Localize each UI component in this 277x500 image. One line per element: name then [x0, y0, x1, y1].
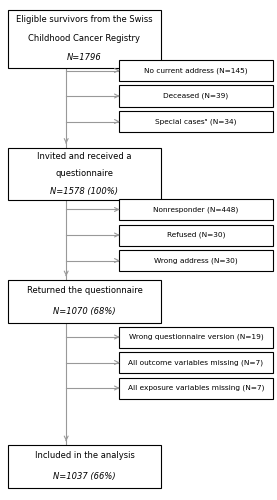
FancyBboxPatch shape [119, 60, 273, 81]
FancyBboxPatch shape [119, 326, 273, 347]
Text: Eligible survivors from the Swiss: Eligible survivors from the Swiss [16, 15, 153, 24]
Text: N=1037 (66%): N=1037 (66%) [53, 472, 116, 482]
Text: Wrong questionnaire version (N=19): Wrong questionnaire version (N=19) [129, 334, 263, 340]
Text: N=1070 (68%): N=1070 (68%) [53, 308, 116, 316]
Text: Nonresponder (N=448): Nonresponder (N=448) [153, 206, 239, 212]
Text: All outcome variables missing (N=7): All outcome variables missing (N=7) [129, 359, 263, 366]
Text: N=1796: N=1796 [67, 54, 102, 62]
FancyBboxPatch shape [8, 10, 161, 68]
Text: Refused (N=30): Refused (N=30) [167, 232, 225, 238]
Text: Special casesᵃ (N=34): Special casesᵃ (N=34) [155, 118, 237, 124]
FancyBboxPatch shape [8, 148, 161, 200]
FancyBboxPatch shape [119, 378, 273, 398]
Text: Invited and received a: Invited and received a [37, 152, 132, 161]
FancyBboxPatch shape [119, 111, 273, 132]
Text: Deceased (N=39): Deceased (N=39) [163, 93, 229, 99]
Text: Childhood Cancer Registry: Childhood Cancer Registry [29, 34, 140, 43]
FancyBboxPatch shape [8, 280, 161, 322]
Text: Wrong address (N=30): Wrong address (N=30) [154, 257, 238, 264]
FancyBboxPatch shape [119, 352, 273, 373]
Text: No current address (N=145): No current address (N=145) [144, 67, 248, 73]
FancyBboxPatch shape [119, 250, 273, 271]
Text: N=1578 (100%): N=1578 (100%) [50, 187, 119, 196]
FancyBboxPatch shape [119, 224, 273, 246]
FancyBboxPatch shape [8, 445, 161, 488]
Text: Returned the questionnaire: Returned the questionnaire [27, 286, 142, 295]
FancyBboxPatch shape [119, 86, 273, 106]
Text: All exposure variables missing (N=7): All exposure variables missing (N=7) [128, 385, 264, 391]
Text: questionnaire: questionnaire [55, 169, 114, 178]
FancyBboxPatch shape [119, 199, 273, 220]
Text: Included in the analysis: Included in the analysis [35, 451, 134, 460]
